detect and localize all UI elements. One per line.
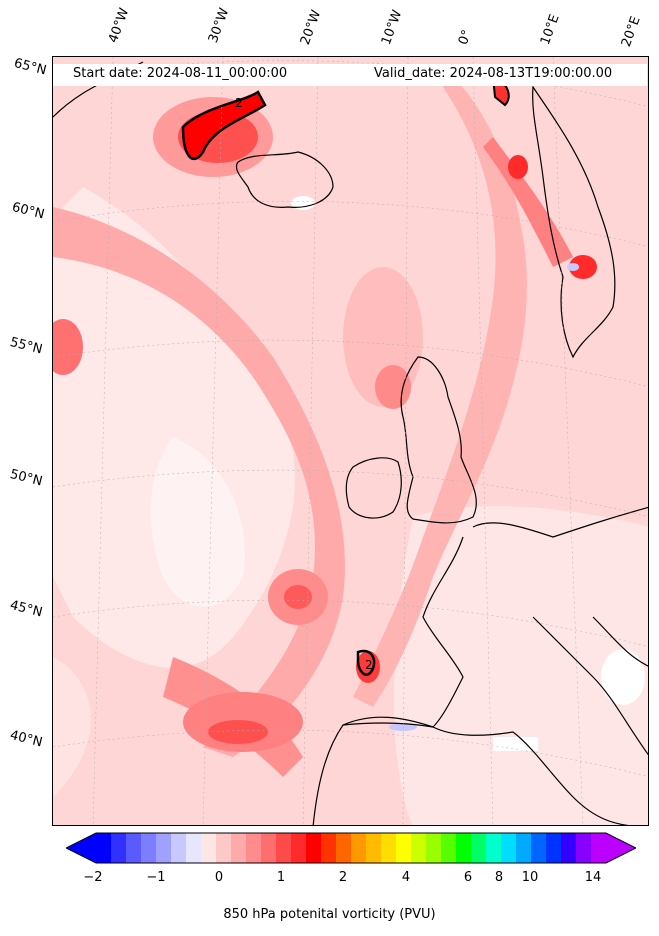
colorbar-segment — [246, 833, 262, 863]
colorbar-segment — [591, 833, 607, 863]
lat-label: 55°N — [8, 335, 44, 358]
colorbar-segment — [291, 833, 307, 863]
colorbar-tick: 0 — [214, 870, 224, 885]
colorbar-segment — [441, 833, 457, 863]
colorbar-tick: 1 — [276, 870, 286, 885]
colorbar-segment — [186, 833, 202, 863]
start-date: Start date: 2024-08-11_00:00:00 — [73, 66, 288, 81]
colorbar-segment — [306, 833, 322, 863]
colorbar-segment — [501, 833, 517, 863]
colorbar-segment — [576, 833, 592, 863]
colorbar-segment — [216, 833, 232, 863]
colorbar-segment — [546, 833, 562, 863]
lat-label: 60°N — [10, 200, 46, 223]
lat-label: 40°N — [8, 728, 44, 751]
colorbar-tick: −1 — [146, 870, 166, 885]
colorbar-segment — [381, 833, 397, 863]
colorbar-tick: 2 — [338, 870, 348, 885]
colorbar-extend-right — [606, 833, 636, 863]
colorbar-tick: 8 — [494, 870, 504, 885]
colorbar-segment — [486, 833, 502, 863]
colorbar-segment — [516, 833, 532, 863]
colorbar-segment — [531, 833, 547, 863]
colorbar-segment — [171, 833, 187, 863]
colorbar-segment — [336, 833, 352, 863]
colorbar-label: 850 hPa potenital vorticity (PVU) — [223, 907, 436, 922]
lon-label: 40°W — [105, 6, 133, 45]
title-strip — [53, 64, 647, 86]
colorbar-segment — [141, 833, 157, 863]
colorbar-segment — [396, 833, 412, 863]
colorbar-segment — [231, 833, 247, 863]
lon-label: 0° — [455, 27, 476, 47]
colorbar-tick: −2 — [83, 870, 103, 885]
colorbar-tick: 6 — [463, 870, 473, 885]
contour-label: 2 — [235, 96, 243, 110]
map-area: 2 2 — [52, 56, 649, 826]
lon-label: 20°E — [618, 14, 644, 50]
colorbar-tick: 14 — [584, 870, 602, 885]
lat-label: 50°N — [8, 467, 44, 490]
colorbar-tick: 10 — [521, 870, 539, 885]
lon-label: 10°E — [537, 12, 563, 48]
lon-label: 10°W — [378, 8, 406, 47]
colorbar-segment — [456, 833, 472, 863]
colorbar-segment — [111, 833, 127, 863]
valid-date: Valid_date: 2024-08-13T19:00:00.00 — [374, 66, 613, 81]
colorbar-segment — [471, 833, 487, 863]
colorbar-segment — [96, 833, 112, 863]
colorbar-segment — [366, 833, 382, 863]
lon-label: 20°W — [297, 8, 325, 47]
contour-label: 2 — [365, 658, 373, 672]
colorbar-segment — [201, 833, 217, 863]
colorbar-tick: 4 — [401, 870, 411, 885]
lat-label: 45°N — [8, 598, 44, 621]
colorbar-extend-left — [66, 833, 96, 863]
pv-field: 2 2 — [53, 57, 648, 825]
colorbar-segment — [321, 833, 337, 863]
colorbar-segment — [426, 833, 442, 863]
lat-label: 65°N — [12, 56, 48, 79]
colorbar-segment — [126, 833, 142, 863]
colorbar-segment — [276, 833, 292, 863]
colorbar-segment — [561, 833, 577, 863]
colorbar — [66, 832, 636, 864]
lon-label: 30°W — [205, 6, 233, 45]
colorbar-segment — [156, 833, 172, 863]
colorbar-segment — [411, 833, 427, 863]
colorbar-segment — [351, 833, 367, 863]
colorbar-segment — [261, 833, 277, 863]
colorbar-outline — [66, 832, 636, 864]
